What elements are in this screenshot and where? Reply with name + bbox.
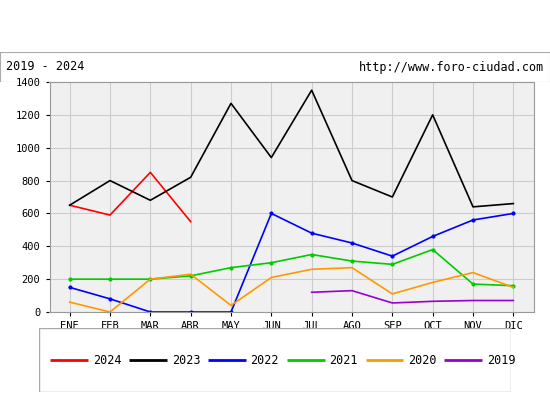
Text: Evolucion Nº Turistas Extranjeros en el municipio de Santa Llogaia d’Àlguema: Evolucion Nº Turistas Extranjeros en el …	[0, 18, 550, 34]
Text: 2020: 2020	[408, 354, 437, 366]
Text: 2024: 2024	[93, 354, 122, 366]
Text: 2022: 2022	[251, 354, 279, 366]
Text: 2021: 2021	[329, 354, 358, 366]
Text: 2023: 2023	[172, 354, 200, 366]
Text: 2019 - 2024: 2019 - 2024	[6, 60, 84, 74]
Text: http://www.foro-ciudad.com: http://www.foro-ciudad.com	[359, 60, 544, 74]
Text: 2019: 2019	[487, 354, 515, 366]
